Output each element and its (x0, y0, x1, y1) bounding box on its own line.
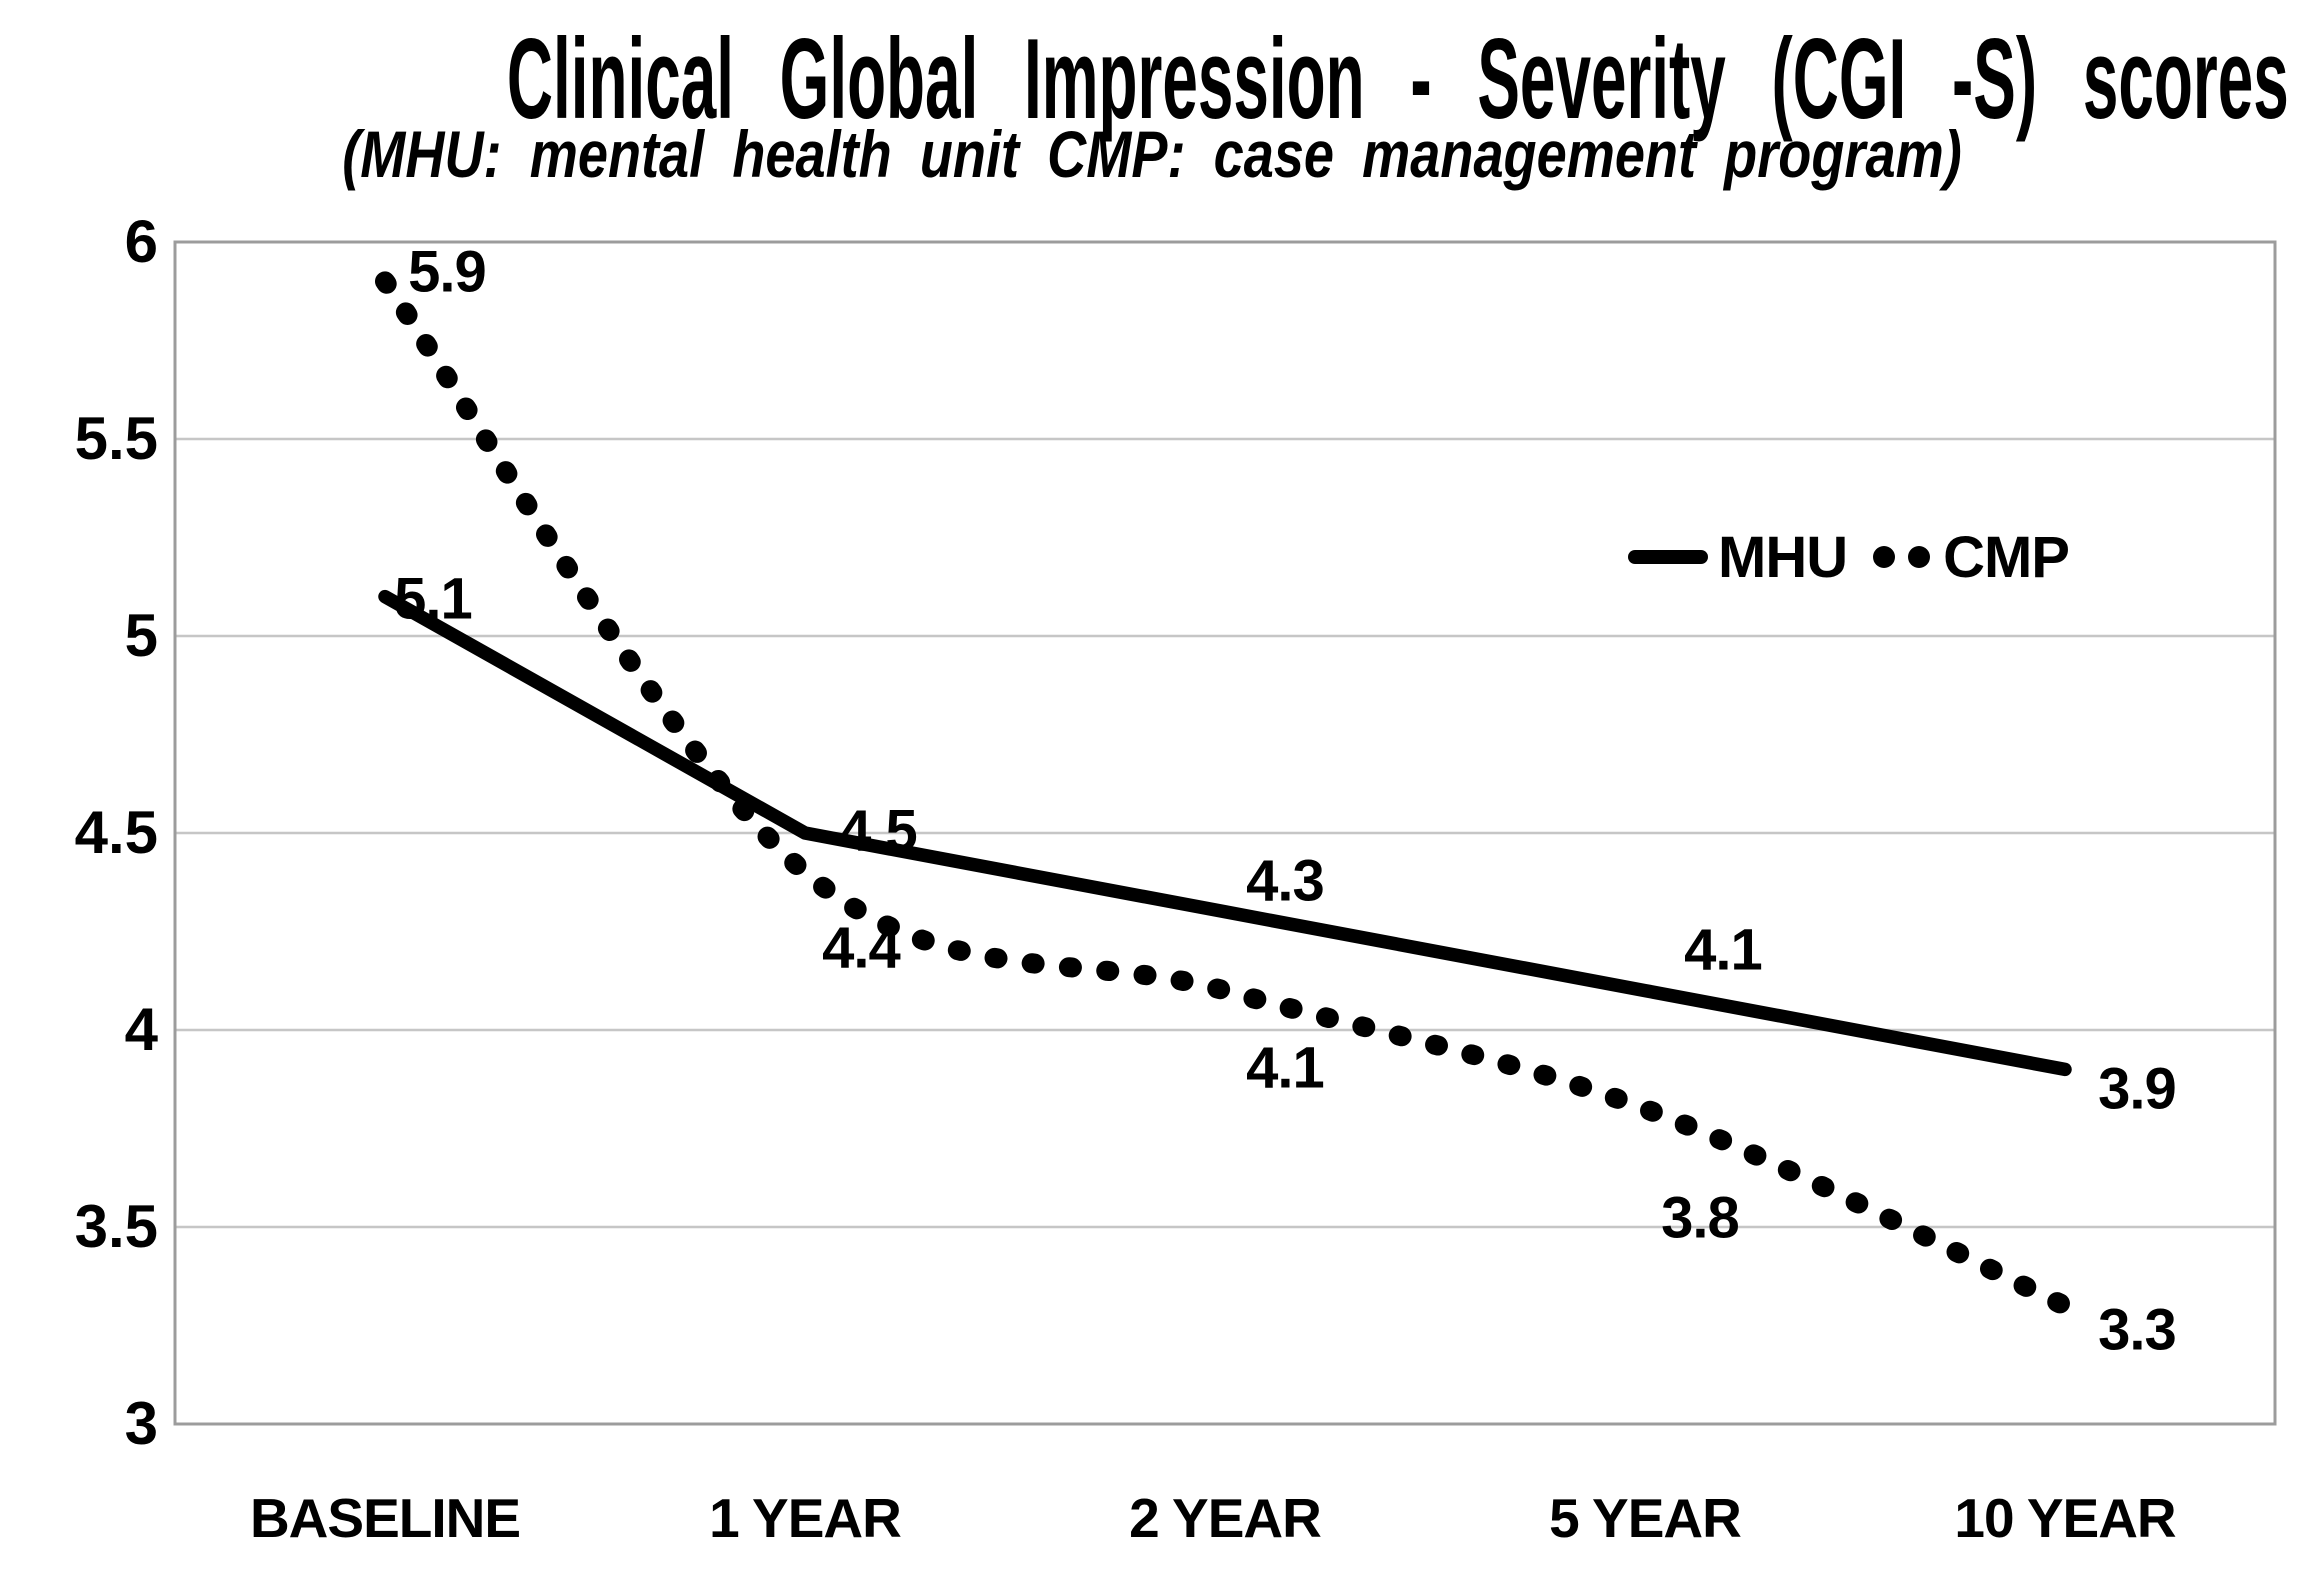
x-category-label: 2 YEAR (1129, 1487, 1322, 1549)
legend-dot-icon (1873, 546, 1896, 568)
data-label-cmp-1: 4.4 (822, 915, 901, 981)
data-label-cmp-3: 3.8 (1661, 1185, 1740, 1251)
legend: MHU CMP (1628, 522, 2070, 592)
y-tick-label: 6 (124, 208, 158, 275)
y-tick-label: 4.5 (74, 799, 158, 866)
data-label-cmp-4: 3.3 (2098, 1297, 2177, 1363)
cmp-dotted-line (375, 271, 2075, 1316)
legend-dot-icon (1908, 546, 1931, 568)
plot-frame (173, 240, 2277, 1426)
data-label-mhu-4: 3.9 (2098, 1056, 2177, 1122)
data-label-mhu-1: 4.5 (839, 798, 918, 864)
data-label-cmp-0: 5.9 (408, 239, 487, 305)
x-category-label: BASELINE (249, 1487, 521, 1549)
x-category-label: 10 YEAR (1954, 1487, 2176, 1549)
y-tick-label: 4 (124, 996, 158, 1063)
x-category-label: 1 YEAR (709, 1487, 902, 1549)
y-tick-label: 3 (124, 1390, 158, 1457)
data-label-mhu-0: 5.1 (394, 566, 473, 632)
x-category-label: 5 YEAR (1549, 1487, 1742, 1549)
y-tick-label: 3.5 (74, 1193, 158, 1260)
data-label-cmp-2: 4.1 (1246, 1035, 1325, 1101)
y-tick-label: 5 (124, 602, 158, 669)
mhu-solid-line (378, 589, 2072, 1077)
data-label-mhu-3: 4.1 (1684, 917, 1763, 983)
data-label-mhu-2: 4.3 (1246, 848, 1325, 914)
chart-subtitle: (MHU: mental health unit CMP: case manag… (342, 117, 1962, 191)
legend-label-cmp: CMP (1943, 524, 2070, 590)
legend-solid-line-icon (1628, 550, 1708, 564)
legend-label-mhu: MHU (1718, 524, 1848, 590)
y-tick-label: 5.5 (74, 405, 158, 472)
